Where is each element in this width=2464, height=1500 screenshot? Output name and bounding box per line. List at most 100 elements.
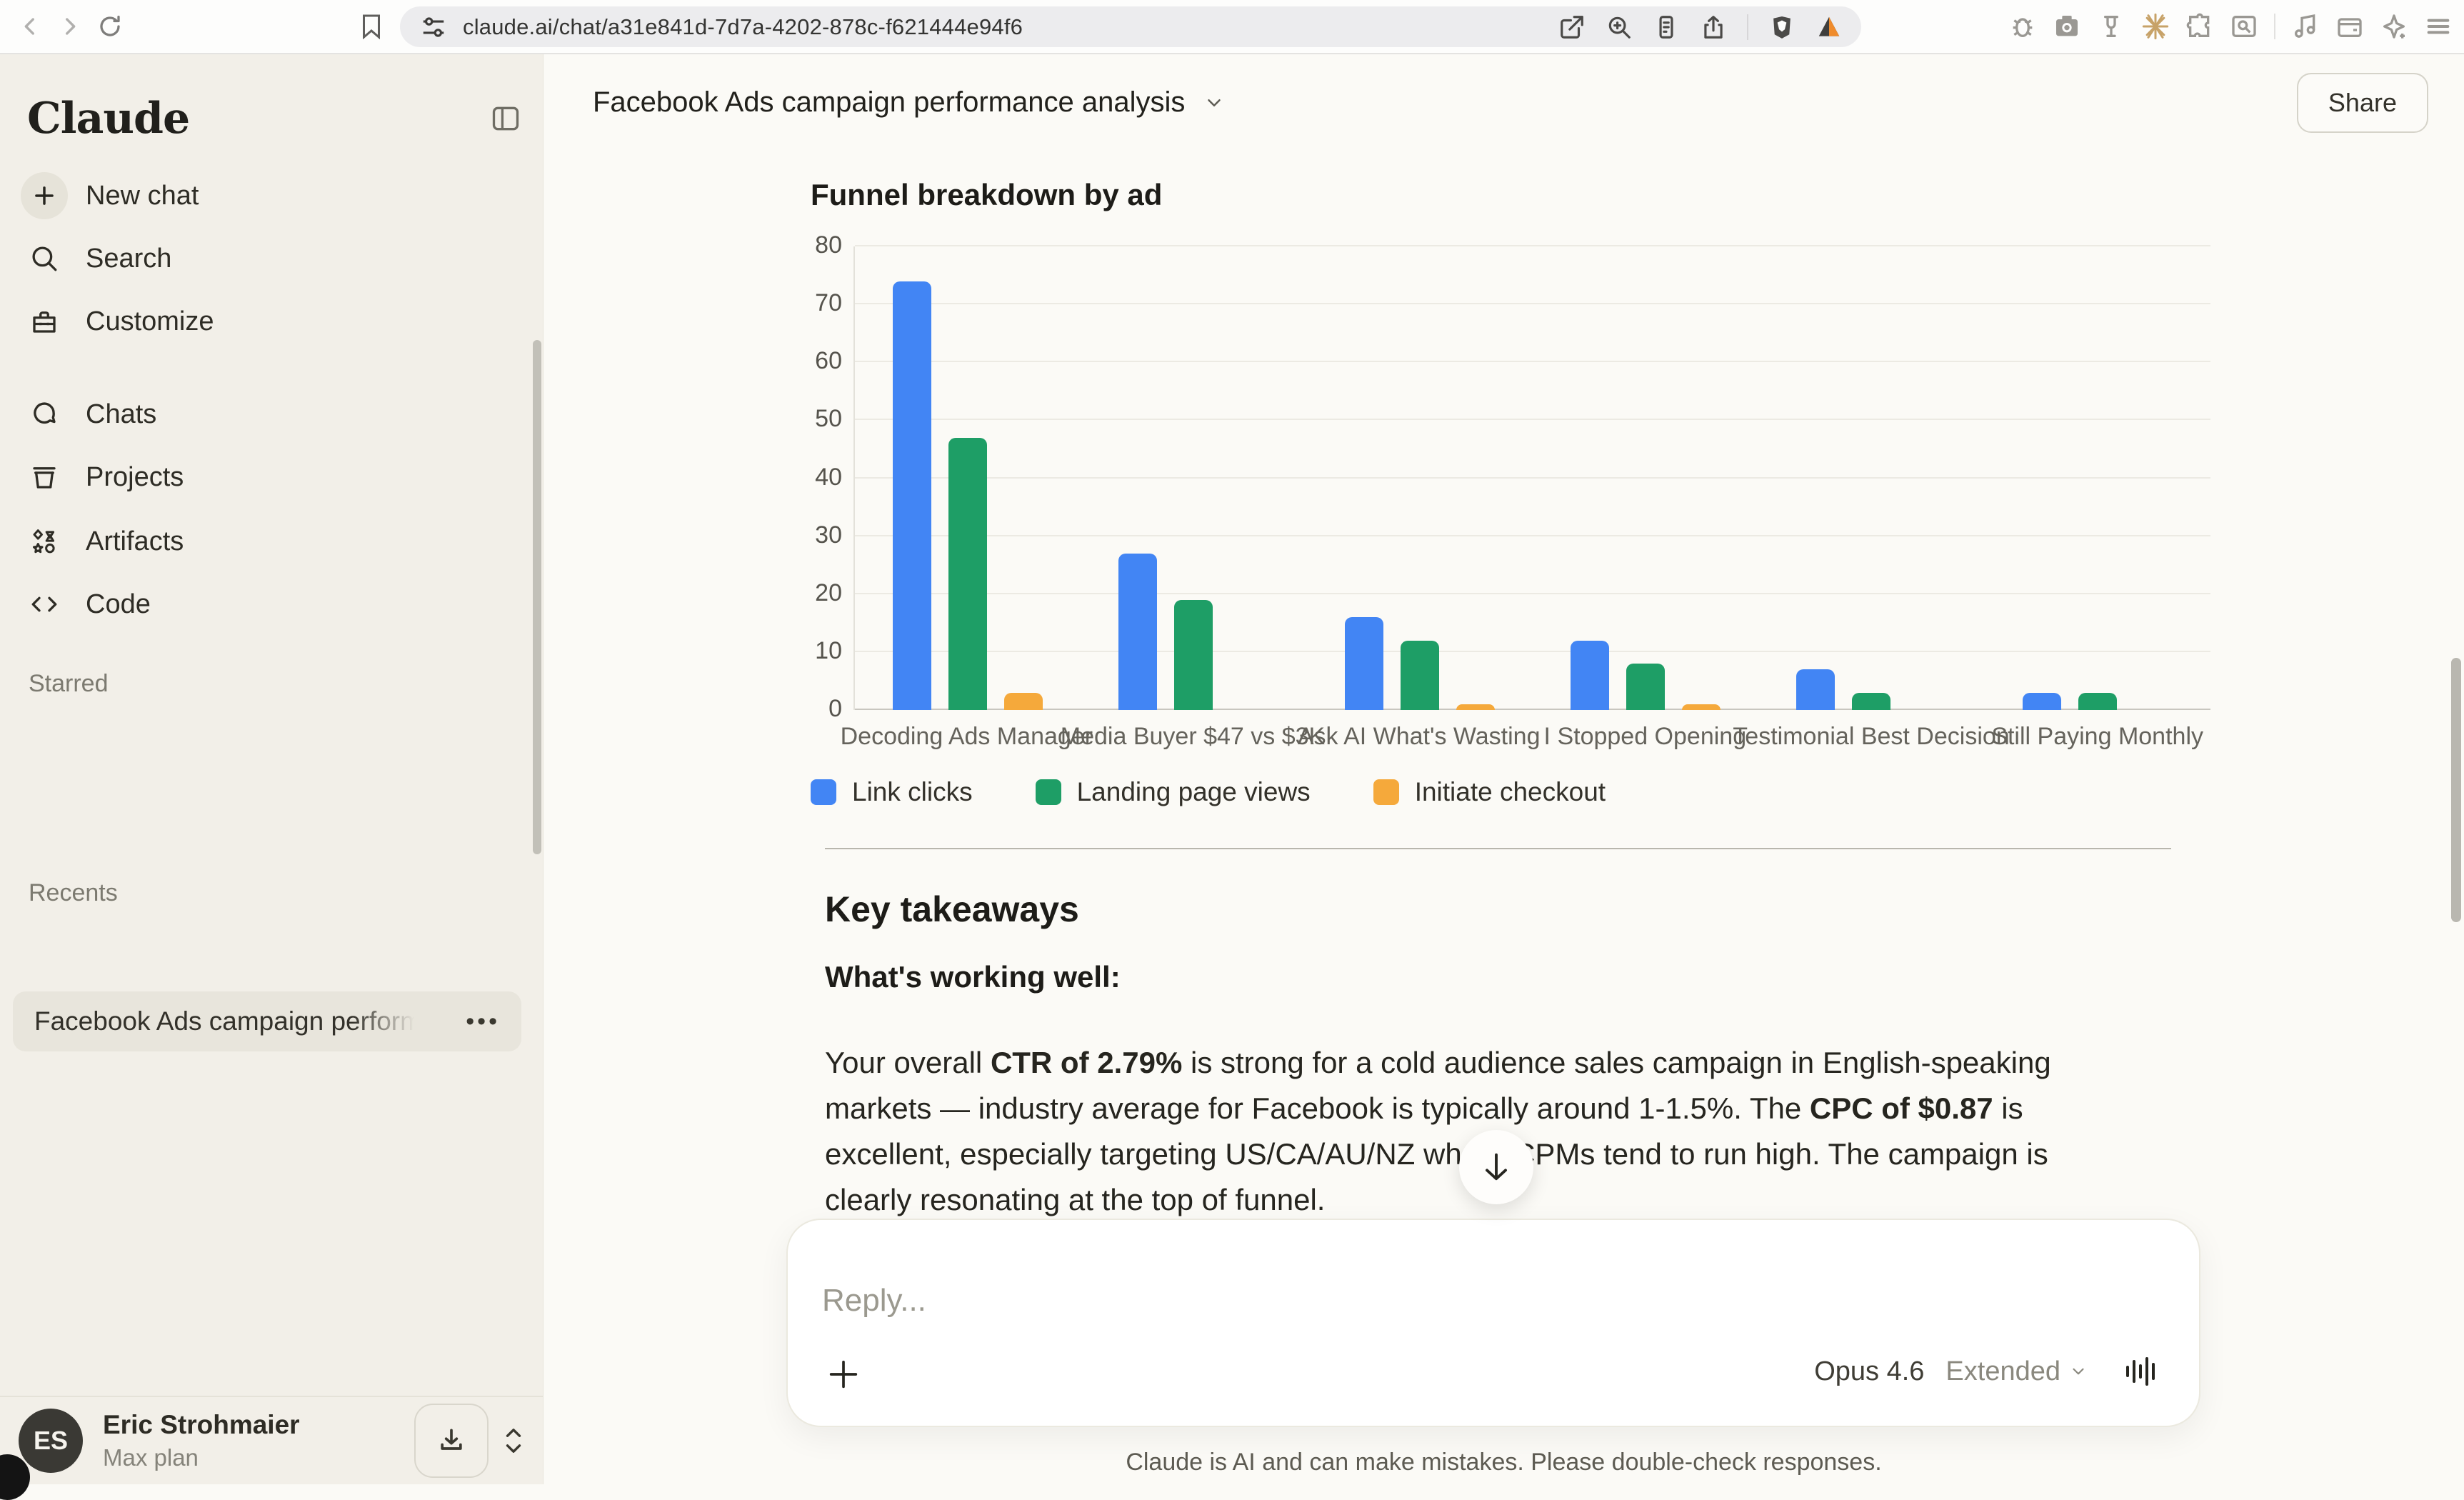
legend-item[interactable]: Landing page views xyxy=(1035,777,1311,807)
takeaways-subheading: What's working well: xyxy=(825,960,1121,994)
chat-options-icon[interactable]: ••• xyxy=(466,1007,500,1035)
thinking-mode-selector[interactable]: Extended xyxy=(1945,1356,2088,1387)
bar-landing-page-views xyxy=(1852,692,1891,710)
model-selector[interactable]: Opus 4.6 xyxy=(1814,1356,1925,1386)
reload-icon[interactable] xyxy=(90,6,130,46)
bar-slot xyxy=(948,246,988,710)
bar-slot xyxy=(1174,246,1213,710)
x-axis-label: Ask AI What's Wasting xyxy=(1297,723,1541,750)
address-bar[interactable]: claude.ai/chat/a31e841d-7d7a-4202-878c-f… xyxy=(400,6,1861,47)
music-note-icon[interactable] xyxy=(2291,12,2320,41)
puzzle-icon[interactable] xyxy=(2185,12,2214,41)
menu-icon[interactable] xyxy=(2424,12,2453,41)
browser-toolbar: claude.ai/chat/a31e841d-7d7a-4202-878c-f… xyxy=(0,0,2464,54)
sparkle-icon[interactable] xyxy=(2380,12,2408,41)
bar-link-clicks xyxy=(2022,692,2061,710)
gridline xyxy=(855,476,2210,479)
url-text[interactable]: claude.ai/chat/a31e841d-7d7a-4202-878c-f… xyxy=(463,14,1023,39)
legend-label: Landing page views xyxy=(1076,777,1311,806)
chart-x-axis-line xyxy=(855,709,2210,710)
reader-mode-icon[interactable] xyxy=(1653,14,1680,41)
brave-shield-icon[interactable] xyxy=(1768,14,1796,41)
sidebar-item-new-chat[interactable]: New chat xyxy=(13,164,520,227)
bar-link-clicks xyxy=(893,281,932,710)
sidebar-item-chats[interactable]: Chats xyxy=(13,383,520,446)
paragraph-text: Your overall xyxy=(825,1046,991,1079)
legend-item[interactable]: Initiate checkout xyxy=(1373,777,1606,807)
account-expander-icon[interactable] xyxy=(503,1425,524,1456)
avatar[interactable]: ES xyxy=(19,1409,83,1473)
y-axis-tick: 0 xyxy=(828,695,842,722)
sidebar-item-search[interactable]: Search xyxy=(13,227,520,290)
bar-slot xyxy=(1118,246,1158,710)
recent-chat-title: Facebook Ads campaign perform xyxy=(34,1006,422,1036)
bar-link-clicks xyxy=(1118,553,1158,710)
bar-initiate-checkout xyxy=(1456,704,1495,710)
sidebar-collapse-icon[interactable] xyxy=(490,103,521,134)
extension-icons-group xyxy=(2008,0,2453,53)
camera-icon[interactable] xyxy=(2053,12,2081,41)
bar-slot xyxy=(1571,246,1610,710)
bar-group xyxy=(1533,246,1758,710)
sidebar-item-artifacts[interactable]: Artifacts xyxy=(13,510,520,573)
download-app-button[interactable] xyxy=(414,1404,489,1478)
paragraph-text: is strong for a cold audience sales camp… xyxy=(825,1046,2051,1125)
shapes-icon xyxy=(29,526,60,557)
sidebar-item-label: Artifacts xyxy=(86,526,184,556)
claude-logo[interactable]: Claude xyxy=(27,94,190,144)
thinking-mode-label: Extended xyxy=(1945,1356,2060,1386)
share-button[interactable]: Share xyxy=(2296,73,2428,133)
y-axis-tick: 80 xyxy=(815,231,842,259)
back-arrow-icon[interactable] xyxy=(10,6,50,46)
bar-group xyxy=(1985,246,2210,710)
paragraph-text: is excellent, especially targeting US/CA… xyxy=(825,1091,2048,1216)
open-in-new-icon[interactable] xyxy=(1558,14,1586,41)
bar-slot xyxy=(1626,246,1666,710)
screen-capture-icon[interactable] xyxy=(2230,12,2258,41)
toolbar-divider xyxy=(2274,14,2275,39)
chevron-down-icon xyxy=(2073,1368,2084,1375)
sidebar-item-label: Chats xyxy=(86,399,157,429)
bar-slot xyxy=(1796,246,1836,710)
bar-landing-page-views xyxy=(1400,640,1439,710)
bar-group xyxy=(1081,246,1306,710)
sidebar-item-code[interactable]: Code xyxy=(13,573,520,636)
plus-icon xyxy=(21,172,68,219)
conversation-title-menu[interactable]: Facebook Ads campaign performance analys… xyxy=(593,86,1225,119)
user-plan-badge: Max plan xyxy=(103,1444,199,1471)
legend-swatch xyxy=(1035,779,1061,805)
clamp-icon[interactable] xyxy=(2097,12,2125,41)
alert-triangle-icon[interactable] xyxy=(1816,14,1843,41)
forward-arrow-icon[interactable] xyxy=(50,6,90,46)
share-upload-icon[interactable] xyxy=(1700,14,1727,41)
voice-input-icon[interactable] xyxy=(2120,1351,2160,1391)
sidebar-item-customize[interactable]: Customize xyxy=(13,290,520,353)
legend-item[interactable]: Link clicks xyxy=(811,777,973,807)
sidebar-item-projects[interactable]: Projects xyxy=(13,446,520,509)
toolbar-divider xyxy=(1747,14,1748,40)
sidebar-scrollbar-thumb[interactable] xyxy=(533,340,541,854)
conversation-title: Facebook Ads campaign performance analys… xyxy=(593,86,1186,118)
gridline xyxy=(855,419,2210,421)
box-icon xyxy=(29,461,60,493)
wallet-icon[interactable] xyxy=(2335,12,2364,41)
gridline xyxy=(855,592,2210,594)
reply-composer[interactable]: Reply... Opus 4.6 Extended xyxy=(786,1219,2200,1427)
reply-input[interactable]: Reply... xyxy=(822,1283,926,1318)
sidebar-item-label: New chat xyxy=(86,180,199,211)
site-settings-sliders-icon[interactable] xyxy=(420,14,447,41)
bug-icon[interactable] xyxy=(2008,12,2037,41)
user-name: Eric Strohmaier xyxy=(103,1410,300,1439)
recent-chat-item[interactable]: Facebook Ads campaign perform ••• xyxy=(13,991,521,1051)
burst-icon[interactable] xyxy=(2141,12,2170,41)
bar-slot xyxy=(1400,246,1439,710)
user-account-row[interactable]: ES Eric Strohmaier Max plan xyxy=(0,1396,543,1484)
page-scrollbar-thumb[interactable] xyxy=(2451,658,2461,922)
highlighted-metric: CTR of 2.79% xyxy=(990,1046,1183,1079)
composer-controls: Opus 4.6 Extended xyxy=(1814,1351,2160,1391)
scroll-to-bottom-button[interactable] xyxy=(1459,1130,1533,1204)
bookmark-flag-icon[interactable] xyxy=(351,6,391,46)
zoom-in-icon[interactable] xyxy=(1606,14,1633,41)
attach-plus-icon[interactable] xyxy=(825,1356,862,1393)
sidebar-item-label: Search xyxy=(86,243,172,274)
